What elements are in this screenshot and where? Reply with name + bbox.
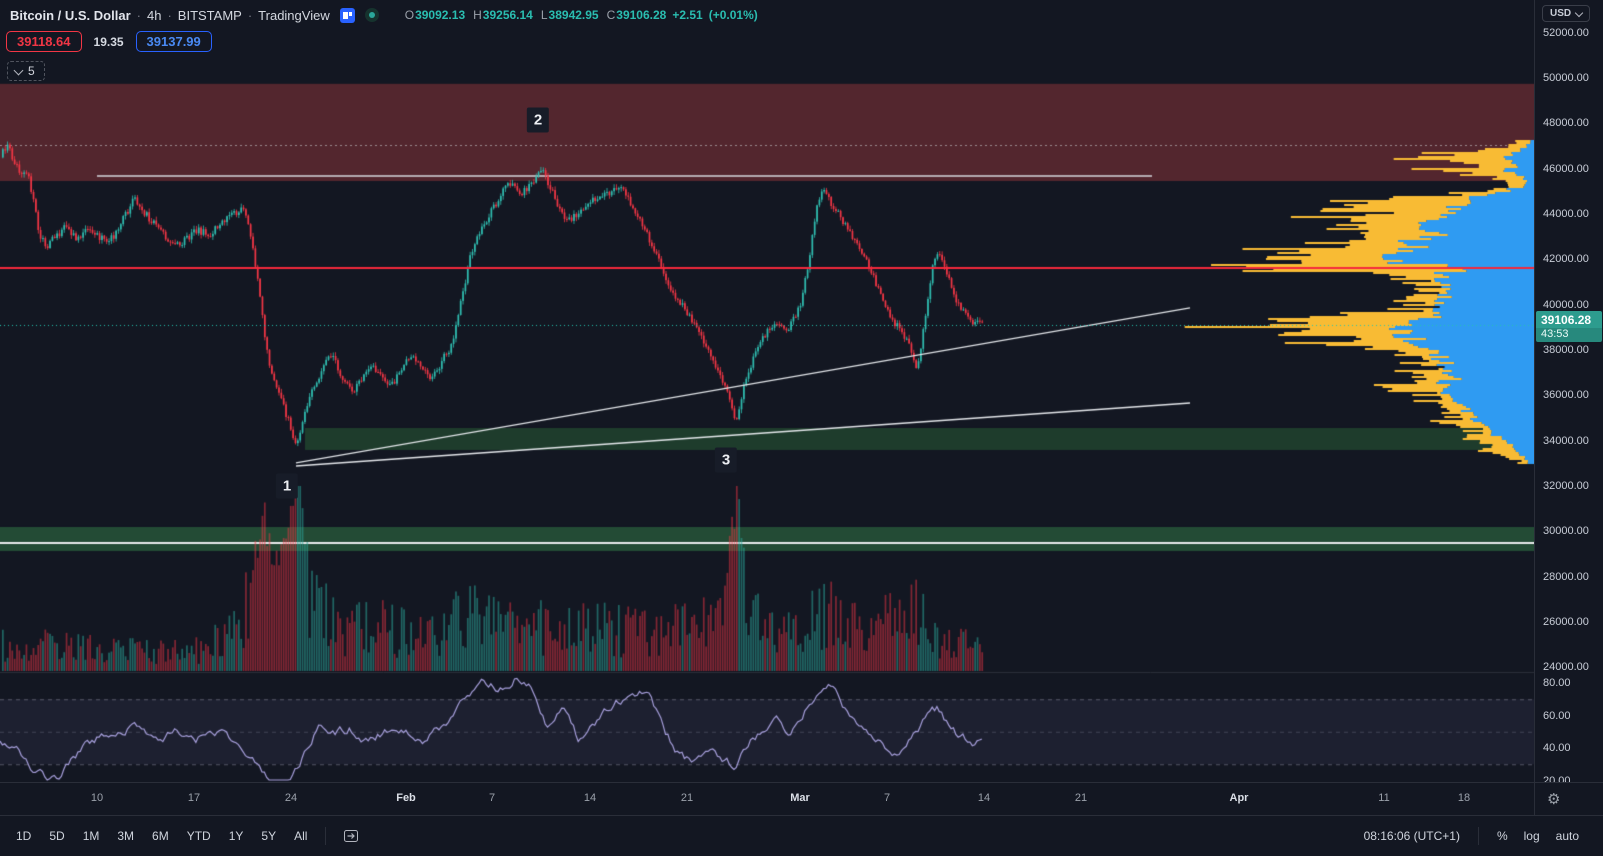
toolbar-divider [325,827,327,845]
exchange-label[interactable]: BITSTAMP [177,7,242,23]
ohlc-item: L 38942.95 [540,8,599,22]
interval-label[interactable]: 4h [146,7,162,23]
collapsed-indicators-toggle[interactable]: 5 [7,61,45,81]
range-button-1D[interactable]: 1D [16,829,32,843]
go-to-date-icon[interactable] [336,825,366,847]
symbol-legend: Bitcoin / U.S. Dollar · 4h · BITSTAMP · … [10,6,758,24]
clock-timezone-button[interactable]: 08:16:06 (UTC+1) [1363,829,1460,843]
price-tick-label: 46000.00 [1543,162,1589,175]
price-tick-label: 32000.00 [1543,479,1589,492]
chevron-down-icon [1574,8,1584,17]
price-tick-label: 50000.00 [1543,72,1589,85]
time-tick-label: Mar [790,792,810,804]
time-tick-label: 7 [883,792,891,804]
ohlc-values: O 39092.13 H 39256.14 L 38942.95 C 39106.28 [405,8,667,22]
toolbar-right-group: 08:16:06 (UTC+1) % log auto [1356,825,1603,847]
price-tick-label: 44000.00 [1543,208,1589,221]
spread-value: 19.35 [93,34,124,49]
buy-button[interactable]: 39137.99 [135,31,212,52]
annotation-label-2[interactable]: 2 [526,107,550,133]
price-axis[interactable]: USD 39106.28 43:53 52000.00 50000.00 48000… [1534,0,1603,787]
auto-scale-button[interactable]: auto [1555,829,1579,843]
ohlc-item: O 39092.13 [404,8,466,22]
price-tick-label: 36000.00 [1543,389,1589,402]
time-tick-label: 14 [977,792,991,804]
provider-label: TradingView [258,7,330,23]
currency-selector[interactable]: USD [1542,5,1591,22]
price-tick-label: 24000.00 [1543,661,1589,674]
rsi-tick-label: 60.00 [1543,709,1571,722]
time-tick-label: 21 [1074,792,1088,804]
rsi-tick-label: 40.00 [1543,742,1571,754]
separator-dot: · [136,7,141,23]
time-tick-label: 11 [1378,792,1390,804]
price-chart-canvas[interactable] [0,0,1534,782]
time-tick-label: Apr [1229,792,1249,804]
price-tick-label: 38000.00 [1543,344,1589,357]
ohlc-item: H 39256.14 [473,8,533,22]
last-price-badge: 39106.28 43:53 [1536,310,1602,342]
annotation-label-1[interactable]: 1 [275,473,299,499]
time-axis[interactable]: 10 17 24 Feb 7 14 21 Mar 7 14 21 Apr 11 18 [0,782,1534,816]
ohlc-item: C 39106.28 [606,8,667,22]
price-tick-label: 30000.00 [1543,525,1589,538]
range-button-3M[interactable]: 3M [117,829,135,843]
time-tick-label: 18 [1457,792,1471,804]
price-tick-label: 26000.00 [1543,615,1589,628]
rsi-tick-label: 80.00 [1543,677,1571,689]
price-tick-label: 48000.00 [1543,117,1589,130]
gear-icon[interactable]: ⚙ [1547,790,1561,808]
time-tick-label: 21 [680,792,694,804]
price-tick-label: 40000.00 [1543,298,1589,311]
price-change: +2.51 [672,8,703,22]
range-button-6M[interactable]: 6M [152,829,169,843]
price-tick-label: 34000.00 [1543,434,1589,447]
bar-countdown: 43:53 [1536,327,1602,342]
time-tick-label: 10 [90,792,104,804]
sell-button[interactable]: 39118.64 [6,31,82,52]
axis-settings-corner: ⚙ [1534,782,1603,815]
log-scale-button[interactable]: log [1523,829,1540,843]
time-tick-label: 24 [284,792,298,804]
price-tick-label: 52000.00 [1543,26,1589,39]
separator-dot: · [247,7,253,23]
symbol-name[interactable]: Bitcoin / U.S. Dollar [10,7,131,23]
price-tick-label: 28000.00 [1543,570,1589,583]
range-button-YTD[interactable]: YTD [186,829,211,843]
collapsed-indicators-count: 5 [28,64,35,78]
exchange-logo-icon [339,7,355,23]
price-change-percent: (+0.01%) [708,8,758,22]
price-tick-label: 42000.00 [1543,253,1589,266]
range-button-5D[interactable]: 5D [49,829,65,843]
bid-ask-widget: 39118.64 19.35 39137.99 [6,31,212,52]
last-price-value: 39106.28 [1536,310,1602,328]
percent-scale-button[interactable]: % [1496,829,1508,843]
time-tick-label: 17 [187,792,201,804]
chevron-down-icon [13,65,24,75]
range-button-5Y[interactable]: 5Y [261,829,277,843]
time-tick-label: 14 [583,792,597,804]
time-tick-label: 7 [488,792,496,804]
range-button-All[interactable]: All [294,829,308,843]
date-range-buttons: 1D 5D 1M 3M 6M YTD 1Y 5Y All [0,825,315,847]
toolbar-divider [1477,827,1479,845]
bottom-toolbar: 1D 5D 1M 3M 6M YTD 1Y 5Y All 08:16:06 (UTC+1) % … [0,815,1603,856]
range-button-1Y[interactable]: 1Y [228,829,244,843]
range-button-1M[interactable]: 1M [82,829,100,843]
separator-dot: · [167,7,172,23]
market-status-icon[interactable] [364,8,379,22]
time-tick-label: Feb [396,792,416,804]
annotation-label-3[interactable]: 3 [714,447,738,473]
currency-label: USD [1550,8,1572,19]
